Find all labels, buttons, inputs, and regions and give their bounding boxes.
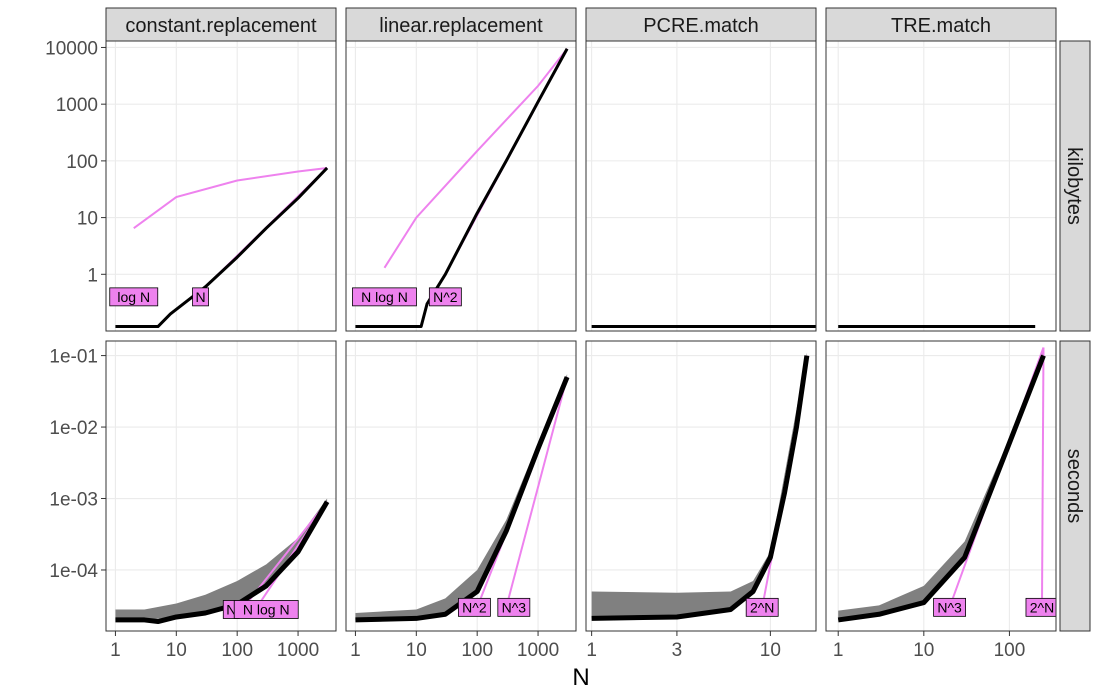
measured-line [591, 355, 810, 621]
reference-label-text: N^2 [462, 599, 487, 615]
reference-label: log N [109, 287, 159, 307]
reference-label: 2^N [745, 597, 779, 617]
reference-label-box [457, 597, 491, 617]
measured-line [837, 354, 1046, 623]
reference-label-box [745, 597, 779, 617]
panel-background [106, 341, 336, 631]
reference-label-box [352, 287, 417, 307]
panel-background [826, 341, 1056, 631]
reference-label: N^2 [428, 287, 462, 307]
x-axis-title: N [572, 664, 589, 691]
x-tick-label: 1 [110, 640, 121, 661]
y-tick-label: 1e-01 [49, 347, 98, 368]
quartile-band [115, 498, 328, 620]
reference-label-box [192, 287, 209, 307]
panel-constant.replacement-seconds: N N log N [115, 498, 330, 625]
y-tick-label: 1e-04 [49, 561, 98, 582]
panel-background [586, 341, 816, 631]
panel-constant.replacement-kilobytes: log N N [109, 166, 329, 329]
panel-linear.replacement-seconds: N^2 N^3 [355, 374, 570, 623]
panel-linear.replacement-kilobytes: N log N N^2 [352, 48, 569, 329]
reference-label: N log N [233, 600, 299, 619]
reference-label-box [109, 287, 159, 307]
measured-line [115, 500, 330, 625]
x-tick-label: 100 [461, 640, 493, 661]
reference-label-text: 2^N [1030, 599, 1054, 615]
reference-label: N^3 [933, 597, 966, 617]
x-tick-label: 100 [994, 640, 1026, 661]
quartile-band [591, 352, 807, 619]
y-tick-label: 1 [87, 265, 98, 286]
reference-label-text: N [226, 601, 236, 617]
reference-label-box [1025, 597, 1056, 617]
y-tick-label: 1e-02 [49, 418, 98, 439]
reference-label: N^2 [457, 597, 491, 617]
facet-strip [1059, 340, 1091, 632]
panel-border [585, 340, 817, 632]
panel-background [586, 41, 816, 331]
y-tick-label: 1000 [56, 95, 98, 116]
facet-strip-label: PCRE.match [643, 15, 759, 37]
panel-PCRE.match-seconds: 2^N [591, 352, 810, 621]
reference-line [1040, 347, 1045, 608]
y-tick-label: 10000 [45, 38, 98, 59]
reference-label-text: N [195, 289, 205, 305]
y-tick-label: 100 [66, 152, 98, 173]
x-tick-label: 1 [350, 640, 361, 661]
panel-border [825, 340, 1057, 632]
reference-line [505, 376, 569, 608]
reference-label: 2^N [1025, 597, 1056, 617]
x-tick-label: 1 [833, 640, 844, 661]
panel-border [105, 340, 337, 632]
facet-strip [105, 7, 337, 42]
x-tick-label: 100 [221, 640, 253, 661]
reference-label: N [192, 287, 209, 307]
reference-label-text: N log N [361, 289, 408, 305]
x-tick-label: 10 [913, 640, 934, 661]
reference-label: N^3 [497, 597, 531, 617]
x-tick-label: 10 [406, 640, 427, 661]
x-tick-label: 1 [586, 640, 597, 661]
y-tick-label: 10 [77, 209, 98, 230]
facet-strip-label: constant.replacement [125, 15, 317, 37]
reference-label: N log N [352, 287, 417, 307]
facet-strip-label: TRE.match [891, 15, 991, 37]
reference-label-box [933, 597, 966, 617]
facet-strip [825, 7, 1057, 42]
x-tick-label: 1000 [517, 640, 559, 661]
reference-label-box [497, 597, 531, 617]
panel-background [826, 41, 1056, 331]
y-tick-label: 1e-03 [49, 490, 98, 511]
measured-line [355, 376, 570, 623]
facet-strip-label: seconds [1063, 449, 1085, 524]
facet-strip-label: kilobytes [1063, 147, 1085, 225]
reference-label-text: N^3 [937, 599, 962, 615]
reference-label-text: 2^N [750, 599, 774, 615]
reference-line [383, 48, 568, 269]
reference-label-text: N log N [243, 601, 290, 617]
reference-label-text: N^3 [502, 599, 527, 615]
panel-border [345, 340, 577, 632]
x-tick-label: 10 [760, 640, 781, 661]
x-tick-label: 10 [166, 640, 187, 661]
facet-strip [345, 7, 577, 42]
measured-line [115, 166, 329, 329]
x-tick-label: 1000 [277, 640, 319, 661]
facet-strip-label: linear.replacement [379, 15, 543, 37]
facet-strip [1059, 40, 1091, 332]
measured-line [355, 48, 569, 329]
reference-line [133, 166, 328, 230]
reference-label-text: log N [117, 289, 150, 305]
facet-strip [585, 7, 817, 42]
reference-label-box [233, 600, 299, 619]
reference-label-text: N^2 [433, 289, 458, 305]
x-tick-label: 3 [672, 640, 683, 661]
panel-TRE.match-seconds: N^3 2^N [837, 347, 1056, 623]
reference-label-box [428, 287, 462, 307]
